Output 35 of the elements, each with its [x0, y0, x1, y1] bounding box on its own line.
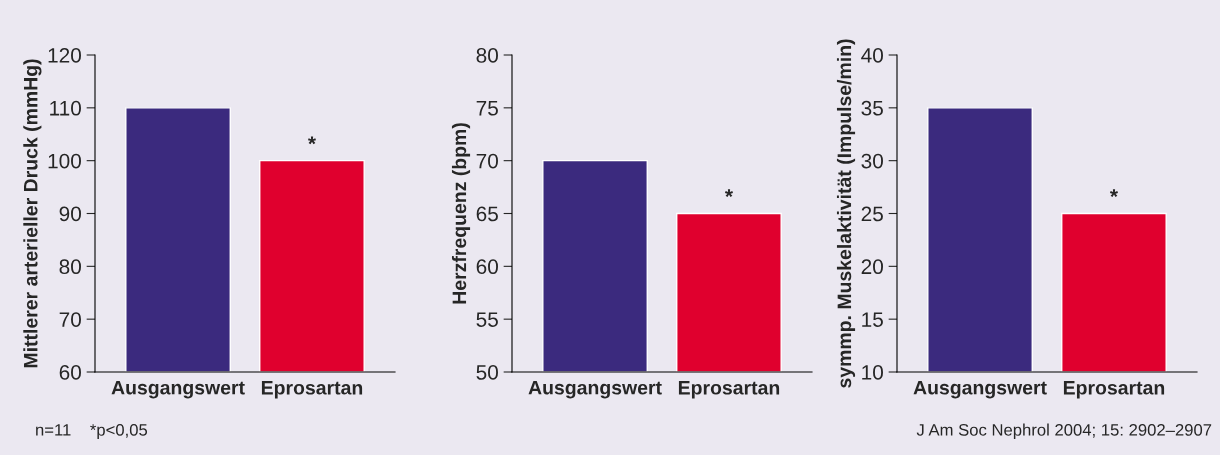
y-tick-label: 70: [476, 153, 498, 169]
annotation: *: [307, 136, 316, 145]
y-tick-label: 15: [862, 312, 883, 327]
y-tick-label: 35: [861, 100, 883, 116]
y-tick-label: 65: [476, 206, 498, 222]
y-tick-label: 100: [48, 153, 81, 169]
y-tick-label: 80: [476, 48, 498, 63]
x-tick-label: Eprosartan: [261, 381, 363, 399]
y-tick-label: 30: [861, 153, 883, 169]
text: J Am Soc Nephrol 2004; 15: 2902–2907: [916, 423, 1212, 440]
x-tick-label: Ausgangswert: [528, 380, 662, 399]
y-tick-label: 40: [861, 48, 883, 63]
y-axis-title: symmp. Muskelaktivität (Impulse/min): [836, 39, 856, 388]
y-tick-label: 90: [59, 206, 81, 222]
text: n=11 *p<0,05: [36, 423, 148, 440]
y-tick-label: 60: [59, 365, 81, 380]
y-tick-label: 55: [476, 312, 498, 327]
y-axis-title: Mittlerer arterieller Druck (mmHg): [23, 59, 42, 368]
x-tick-label: Eprosartan: [678, 381, 780, 399]
x-tick-label: Ausgangswert: [111, 380, 245, 399]
y-tick-label: 70: [59, 312, 81, 327]
y-tick-label: 110: [50, 100, 81, 116]
y-tick-label: 10: [862, 365, 883, 380]
y-tick-label: 20: [861, 259, 883, 275]
y-tick-label: 75: [476, 101, 498, 116]
x-tick-label: Ausgangswert: [913, 380, 1047, 399]
x-tick-label: Eprosartan: [1063, 381, 1165, 399]
y-axis-title: Herzfrequenz (bpm): [451, 123, 471, 304]
y-tick-label: 50: [476, 365, 498, 380]
y-tick-label: 25: [861, 206, 883, 222]
y-tick-label: 80: [59, 259, 81, 275]
y-tick-label: 120: [48, 48, 81, 63]
annotation: *: [1109, 189, 1118, 198]
annotation: *: [724, 189, 733, 198]
y-tick-label: 60: [476, 259, 498, 275]
